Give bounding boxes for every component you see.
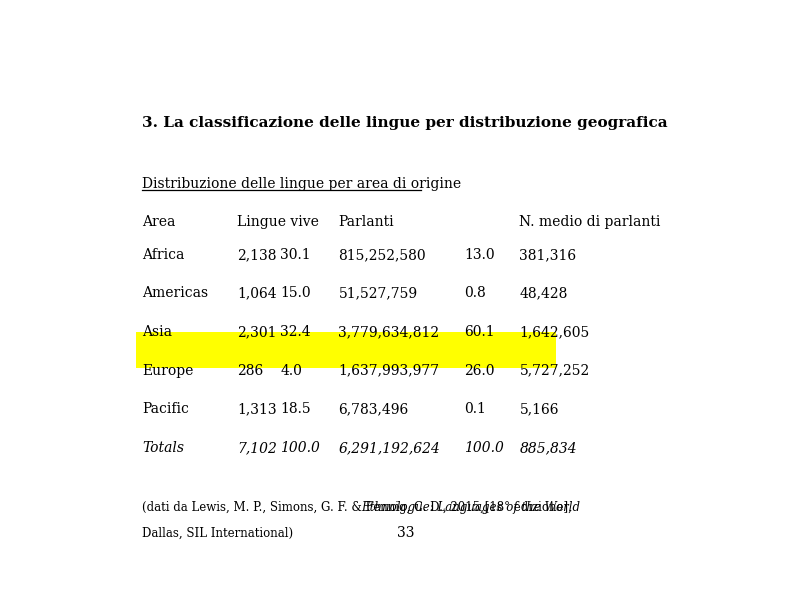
Text: 1,637,993,977: 1,637,993,977 bbox=[338, 364, 440, 378]
Text: (dati da Lewis, M. P., Simons, G. F. & Fennig, C. D., 2015,: (dati da Lewis, M. P., Simons, G. F. & F… bbox=[142, 501, 488, 514]
Text: 51,527,759: 51,527,759 bbox=[338, 286, 417, 300]
Text: 100.0: 100.0 bbox=[464, 441, 504, 455]
Text: 815,252,580: 815,252,580 bbox=[338, 248, 426, 262]
Text: 26.0: 26.0 bbox=[464, 364, 495, 378]
Text: Africa: Africa bbox=[142, 248, 185, 262]
Text: Americas: Americas bbox=[142, 286, 208, 300]
Text: Area: Area bbox=[142, 215, 175, 229]
Text: 6,783,496: 6,783,496 bbox=[338, 402, 409, 416]
Text: 3. La classificazione delle lingue per distribuzione geografica: 3. La classificazione delle lingue per d… bbox=[142, 116, 668, 130]
Text: 13.0: 13.0 bbox=[464, 248, 495, 262]
Text: 5,166: 5,166 bbox=[520, 402, 559, 416]
Text: Asia: Asia bbox=[142, 325, 172, 339]
Text: 48,428: 48,428 bbox=[520, 286, 568, 300]
Text: 30.1: 30.1 bbox=[280, 248, 310, 262]
Text: 100.0: 100.0 bbox=[280, 441, 320, 455]
Text: Distribuzione delle lingue per area di origine: Distribuzione delle lingue per area di o… bbox=[142, 177, 461, 191]
Text: 0.1: 0.1 bbox=[464, 402, 486, 416]
Text: 5,727,252: 5,727,252 bbox=[520, 364, 590, 378]
Text: Dallas, SIL International): Dallas, SIL International) bbox=[142, 527, 293, 540]
Text: Parlanti: Parlanti bbox=[338, 215, 394, 229]
Text: 15.0: 15.0 bbox=[280, 286, 310, 300]
Text: 1,313: 1,313 bbox=[237, 402, 276, 416]
Text: 18.5: 18.5 bbox=[280, 402, 310, 416]
Text: 4.0: 4.0 bbox=[280, 364, 302, 378]
Text: 60.1: 60.1 bbox=[464, 325, 495, 339]
FancyBboxPatch shape bbox=[136, 332, 556, 368]
Text: 7,102: 7,102 bbox=[237, 441, 277, 455]
Text: 1,642,605: 1,642,605 bbox=[520, 325, 590, 339]
Text: 286: 286 bbox=[237, 364, 264, 378]
Text: 381,316: 381,316 bbox=[520, 248, 577, 262]
Text: [18° edizione],: [18° edizione], bbox=[482, 501, 572, 514]
Text: 6,291,192,624: 6,291,192,624 bbox=[338, 441, 440, 455]
Text: 2,138: 2,138 bbox=[237, 248, 276, 262]
Text: 2,301: 2,301 bbox=[237, 325, 276, 339]
Text: Pacific: Pacific bbox=[142, 402, 188, 416]
Text: Europe: Europe bbox=[142, 364, 193, 378]
Text: 885,834: 885,834 bbox=[520, 441, 577, 455]
Text: Ethnologue: Languages of the World: Ethnologue: Languages of the World bbox=[361, 501, 581, 514]
Text: 32.4: 32.4 bbox=[280, 325, 310, 339]
Text: 0.8: 0.8 bbox=[464, 286, 486, 300]
Text: N. medio di parlanti: N. medio di parlanti bbox=[520, 215, 661, 229]
Text: Totals: Totals bbox=[142, 441, 184, 455]
Text: 33: 33 bbox=[397, 526, 415, 540]
Text: Lingue vive: Lingue vive bbox=[237, 215, 319, 229]
Text: 1,064: 1,064 bbox=[237, 286, 276, 300]
Text: 3,779,634,812: 3,779,634,812 bbox=[338, 325, 440, 339]
